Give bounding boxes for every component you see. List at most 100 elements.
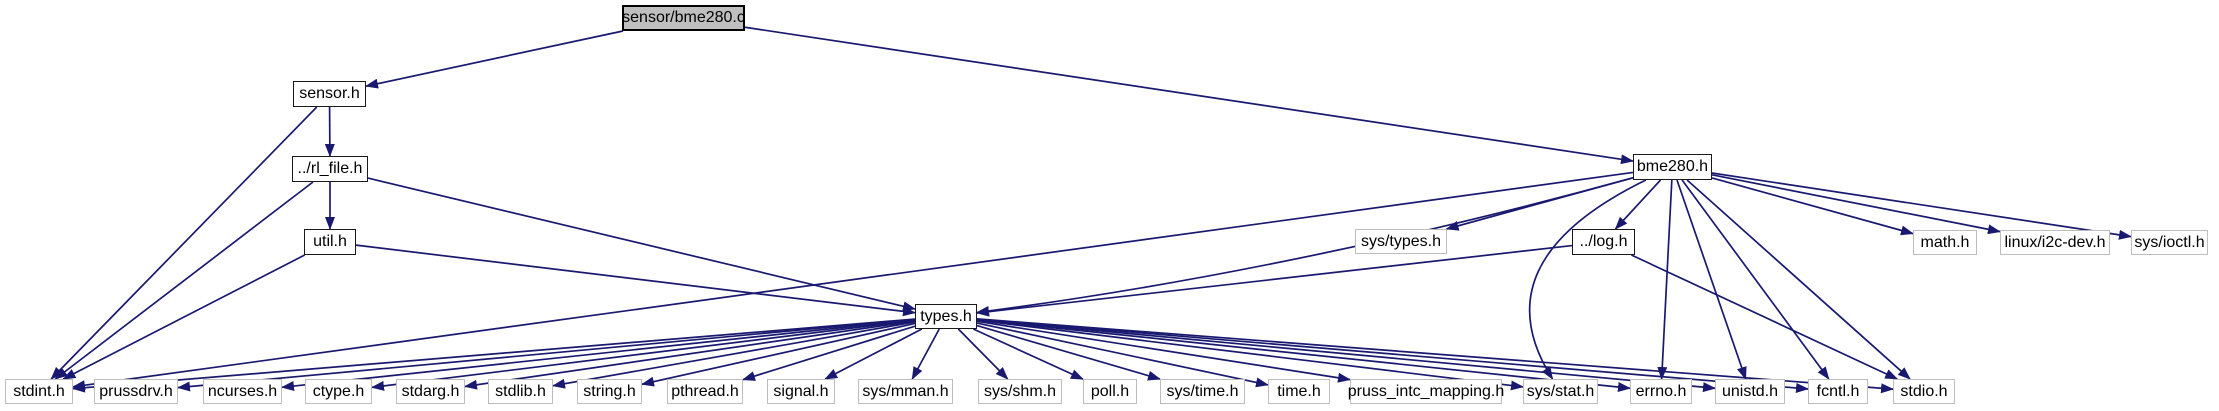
edge-bme280c-bme280h — [744, 26, 1634, 165]
node-pthreadh: pthread.h — [667, 379, 743, 404]
node-stdioh: stdio.h — [1893, 379, 1955, 404]
edge-bme280h-fcntlh — [1681, 179, 1830, 380]
node-label: pthread.h — [671, 382, 739, 400]
node-sysshmh: sys/shm.h — [978, 379, 1062, 404]
node-bme280h[interactable]: bme280.h — [1633, 154, 1712, 180]
node-label: util.h — [313, 233, 347, 250]
node-stringh: string.h — [577, 379, 642, 404]
node-systypesh: sys/types.h — [1355, 229, 1447, 254]
edge-bme280h-logh — [1614, 179, 1662, 230]
node-label: sys/shm.h — [983, 382, 1056, 400]
node-label: math.h — [1920, 233, 1970, 251]
node-stdlibh: stdlib.h — [488, 379, 553, 404]
node-label: bme280.h — [1636, 158, 1709, 175]
node-systimeh: sys/time.h — [1160, 379, 1245, 404]
node-label: stdlib.h — [495, 382, 546, 400]
node-label: sys/types.h — [1360, 232, 1442, 250]
edge-utilh-typesh — [355, 244, 916, 317]
node-stdinth: stdint.h — [5, 379, 73, 404]
node-label: pruss_intc_mapping.h — [1347, 382, 1505, 400]
edge-typesh-unistdh — [976, 318, 1716, 393]
edge-logh-typesh — [976, 244, 1573, 317]
node-label: ncurses.h — [207, 382, 278, 400]
edge-typesh-ncursesh — [281, 318, 916, 391]
node-label: sys/ioctl.h — [2134, 233, 2205, 251]
node-label: sys/time.h — [1166, 382, 1239, 400]
node-stdargh: stdarg.h — [396, 379, 465, 404]
node-label: poll.h — [1090, 382, 1130, 400]
node-i2cdevh: linux/i2c-dev.h — [2000, 230, 2110, 255]
node-mathh: math.h — [1913, 230, 1977, 255]
edge-bme280h-stdioh — [1686, 179, 1911, 380]
node-typesh[interactable]: types.h — [915, 304, 977, 329]
edge-typesh-fcntlh — [976, 318, 1809, 393]
node-unistdh: unistd.h — [1715, 379, 1785, 404]
edge-typesh-prussdrvh — [177, 318, 916, 392]
edge-typesh-ctypeh — [371, 319, 916, 391]
edge-rlfileh-typesh — [367, 177, 916, 312]
node-errnoh: errno.h — [1630, 379, 1692, 404]
node-ncursesh: ncurses.h — [203, 379, 282, 404]
node-timeh: time.h — [1268, 379, 1330, 404]
edge-typesh-stdioh — [976, 318, 1894, 394]
node-label: types.h — [920, 307, 972, 325]
node-label: string.h — [583, 382, 636, 400]
edge-typesh-stringh — [641, 322, 916, 387]
edge-bme280h-unistdh — [1676, 179, 1747, 380]
edge-typesh-sysshmh — [957, 328, 1009, 380]
edge-bme280c-sensorh — [365, 30, 624, 89]
node-label: stdarg.h — [401, 382, 460, 400]
node-label: sensor/bme280.c — [622, 9, 745, 26]
edge-bme280h-sysioctlh — [1711, 172, 2132, 240]
edge-typesh-stdargh — [464, 320, 916, 390]
node-logh[interactable]: ../log.h — [1572, 229, 1635, 255]
node-label: stdint.h — [13, 382, 65, 400]
node-label: ../rl_file.h — [297, 160, 363, 177]
node-label: linux/i2c-dev.h — [2004, 233, 2106, 251]
edge-typesh-sysmmanh — [911, 328, 940, 380]
node-label: sys/mman.h — [862, 382, 949, 400]
node-fcntlh: fcntl.h — [1808, 379, 1868, 404]
node-prussdrvh: prussdrv.h — [94, 379, 178, 404]
edge-bme280h-i2cdevh — [1711, 173, 2001, 235]
node-label: errno.h — [1635, 382, 1687, 400]
node-label: sys/stat.h — [1526, 382, 1595, 400]
edge-sensorh-stdinth — [50, 106, 318, 380]
edge-typesh-stdinth — [72, 318, 916, 393]
node-pollh: poll.h — [1083, 379, 1137, 404]
edge-typesh-errnoh — [976, 318, 1631, 392]
edge-bme280h-mathh — [1711, 177, 1914, 236]
edge-logh-stdioh — [1631, 254, 1899, 380]
edge-rlfileh-stdinth — [54, 181, 314, 380]
edge-typesh-pthreadh — [742, 325, 916, 381]
node-prussintch: pruss_intc_mapping.h — [1347, 379, 1505, 404]
edge-typesh-signalh — [824, 328, 923, 380]
node-bme280c[interactable]: sensor/bme280.c — [622, 5, 745, 31]
node-label: prussdrv.h — [99, 382, 173, 400]
node-sensorh[interactable]: sensor.h — [293, 81, 366, 107]
edge-utilh-stdinth — [62, 254, 306, 380]
edge-typesh-stdlibh — [552, 321, 916, 389]
node-label: time.h — [1277, 382, 1321, 400]
edge-typesh-prussintch — [976, 320, 1351, 383]
edge-bme280h-typesh — [976, 177, 1634, 316]
edge-typesh-sysstath — [976, 319, 1524, 391]
node-label: stdio.h — [1900, 382, 1948, 400]
edge-bme280h-stdinth — [72, 171, 1634, 391]
node-utilh[interactable]: util.h — [304, 229, 356, 255]
edge-typesh-pollh — [972, 328, 1084, 380]
node-sysioctlh: sys/ioctl.h — [2131, 230, 2208, 255]
node-label: fcntl.h — [1816, 382, 1860, 400]
node-ctypeh: ctype.h — [305, 379, 372, 404]
node-sysmmanh: sys/mman.h — [858, 379, 953, 404]
node-label: ../log.h — [1579, 233, 1628, 250]
node-sysstath: sys/stat.h — [1523, 379, 1598, 404]
node-label: unistd.h — [1721, 382, 1779, 400]
node-rlfileh[interactable]: ../rl_file.h — [292, 156, 368, 182]
node-signalh: signal.h — [767, 379, 835, 404]
edge-bme280h-errnoh — [1657, 179, 1673, 380]
node-label: sensor.h — [299, 85, 360, 102]
node-label: ctype.h — [312, 382, 365, 400]
